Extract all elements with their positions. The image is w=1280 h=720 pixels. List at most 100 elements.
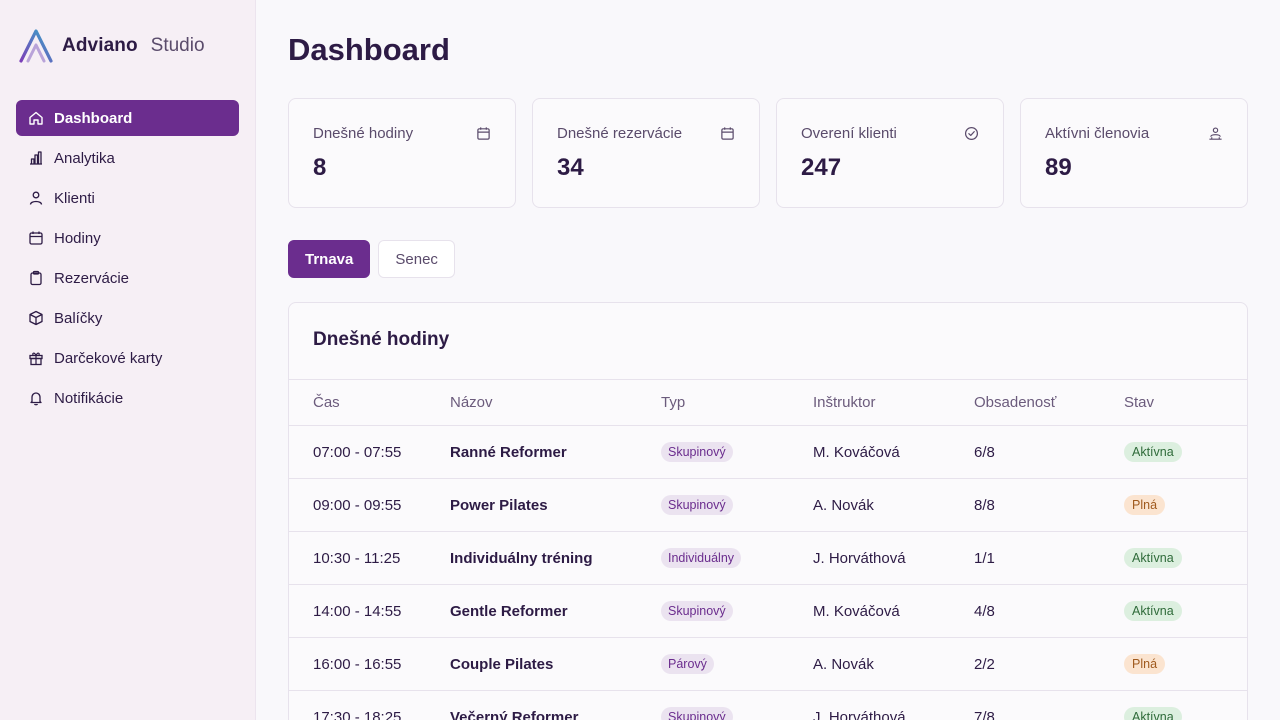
cell-instructor: J. Horváthová [813, 531, 974, 585]
cell-name: Individuálny tréning [450, 531, 661, 585]
sidebar-item-label: Notifikácie [54, 389, 124, 407]
column-header-occupancy[interactable]: Obsadenosť [974, 379, 1124, 426]
sidebar-nav: Dashboard Analytika Klienti Hodiny Rezerváci… [16, 100, 239, 416]
cell-name: Ranné Reformer [450, 425, 661, 479]
cell-status: Aktívna [1124, 531, 1247, 585]
sidebar-item-label: Hodiny [54, 229, 101, 247]
tab-senec[interactable]: Senec [378, 240, 455, 278]
stat-value: 89 [1045, 154, 1072, 181]
bell-icon [28, 390, 44, 406]
sidebar-item-analytika[interactable]: Analytika [16, 140, 239, 176]
type-badge: Individuálny [661, 548, 742, 568]
stat-label: Dnešné hodiny [313, 125, 414, 142]
sidebar-item-label: Klienti [54, 189, 95, 207]
type-badge: Skupinový [661, 601, 733, 621]
cell-instructor: A. Novák [813, 637, 974, 691]
calendar-icon [28, 230, 44, 246]
cell-status: Aktívna [1124, 584, 1247, 638]
gift-icon [28, 350, 44, 366]
type-badge: Skupinový [661, 495, 733, 515]
calendar-icon [720, 126, 735, 141]
panel-title: Dnešné hodiny [313, 329, 450, 350]
schedule-panel: Dnešné hodiny Čas Názov Typ Inštruktor O… [288, 302, 1248, 720]
cell-time: 09:00 - 09:55 [289, 478, 450, 532]
cell-time: 10:30 - 11:25 [289, 531, 450, 585]
sidebar-item-label: Rezervácie [54, 269, 130, 287]
column-header-instructor[interactable]: Inštruktor [813, 379, 974, 426]
cell-status: Plná [1124, 637, 1247, 691]
sidebar-item-notifikácie[interactable]: Notifikácie [16, 380, 239, 416]
cell-status: Aktívna [1124, 690, 1247, 720]
stat-value: 34 [557, 154, 584, 181]
cell-time: 14:00 - 14:55 [289, 584, 450, 638]
cell-occupancy: 6/8 [974, 425, 1124, 479]
table-row[interactable]: 07:00 - 07:55 Ranné Reformer Skupinový M. K… [289, 425, 1247, 479]
check-circle-icon [964, 126, 979, 141]
cell-type: Skupinový [661, 584, 813, 638]
stat-card: Dnešné rezervácie 34 [532, 98, 760, 208]
cell-status: Plná [1124, 478, 1247, 532]
column-header-status[interactable]: Stav [1124, 379, 1247, 426]
stat-card: Dnešné hodiny 8 [288, 98, 516, 208]
cell-name: Power Pilates [450, 478, 661, 532]
cell-type: Skupinový [661, 478, 813, 532]
sidebar-item-klienti[interactable]: Klienti [16, 180, 239, 216]
users-icon [1208, 126, 1223, 141]
cell-occupancy: 8/8 [974, 478, 1124, 532]
page-title: Dashboard [288, 32, 450, 67]
table-row[interactable]: 09:00 - 09:55 Power Pilates Skupinový A. No… [289, 478, 1247, 532]
cell-time: 16:00 - 16:55 [289, 637, 450, 691]
type-badge: Skupinový [661, 442, 733, 462]
cell-name: Gentle Reformer [450, 584, 661, 638]
package-icon [28, 310, 44, 326]
stat-value: 247 [801, 154, 842, 181]
cell-instructor: M. Kováčová [813, 425, 974, 479]
cell-occupancy: 4/8 [974, 584, 1124, 638]
cell-name: Couple Pilates [450, 637, 661, 691]
logo-icon [19, 29, 53, 63]
sidebar-item-label: Darčekové karty [54, 349, 163, 367]
cell-status: Aktívna [1124, 425, 1247, 479]
brand-sub: Studio [150, 35, 205, 56]
stat-label: Dnešné rezervácie [557, 125, 683, 142]
sidebar-item-rezervácie[interactable]: Rezervácie [16, 260, 239, 296]
cell-time: 17:30 - 18:25 [289, 690, 450, 720]
column-header-time[interactable]: Čas [289, 379, 450, 426]
sidebar-item-hodiny[interactable]: Hodiny [16, 220, 239, 256]
table-row[interactable]: 10:30 - 11:25 Individuálny tréning Individ… [289, 531, 1247, 585]
sidebar-item-balíčky[interactable]: Balíčky [16, 300, 239, 336]
type-badge: Skupinový [661, 707, 733, 720]
bar-chart-icon [28, 150, 44, 166]
brand[interactable]: Adviano Studio [16, 28, 239, 64]
cell-type: Skupinový [661, 690, 813, 720]
cell-occupancy: 1/1 [974, 531, 1124, 585]
table-row[interactable]: 16:00 - 16:55 Couple Pilates Párový A. Nová… [289, 637, 1247, 691]
cell-instructor: A. Novák [813, 478, 974, 532]
table-row[interactable]: 17:30 - 18:25 Večerný Reformer Skupinový J.… [289, 690, 1247, 720]
sidebar: Adviano Studio Dashboard Analytika Klienti H… [0, 0, 256, 720]
column-header-name[interactable]: Názov [450, 379, 661, 426]
cell-type: Individuálny [661, 531, 813, 585]
status-badge: Aktívna [1124, 548, 1182, 568]
sidebar-item-darčekové-karty[interactable]: Darčekové karty [16, 340, 239, 376]
calendar-icon [476, 126, 491, 141]
cell-instructor: J. Horváthová [813, 690, 974, 720]
stat-label: Aktívni členovia [1045, 125, 1150, 142]
cell-name: Večerný Reformer [450, 690, 661, 720]
cell-type: Skupinový [661, 425, 813, 479]
column-header-type[interactable]: Typ [661, 379, 813, 426]
home-icon [28, 110, 44, 126]
sidebar-item-label: Analytika [54, 149, 115, 167]
table-row[interactable]: 14:00 - 14:55 Gentle Reformer Skupinový M. … [289, 584, 1247, 638]
stat-card: Aktívni členovia 89 [1020, 98, 1248, 208]
type-badge: Párový [661, 654, 714, 674]
stat-label: Overení klienti [801, 125, 897, 142]
users-icon [28, 190, 44, 206]
cell-instructor: M. Kováčová [813, 584, 974, 638]
sidebar-item-dashboard[interactable]: Dashboard [16, 100, 239, 136]
tab-trnava[interactable]: Trnava [288, 240, 371, 278]
status-badge: Aktívna [1124, 601, 1182, 621]
stats-row: Dnešné hodiny 8 Dnešné rezervácie 34 Overení… [288, 98, 1248, 208]
status-badge: Aktívna [1124, 707, 1182, 720]
sidebar-item-label: Balíčky [54, 309, 103, 327]
